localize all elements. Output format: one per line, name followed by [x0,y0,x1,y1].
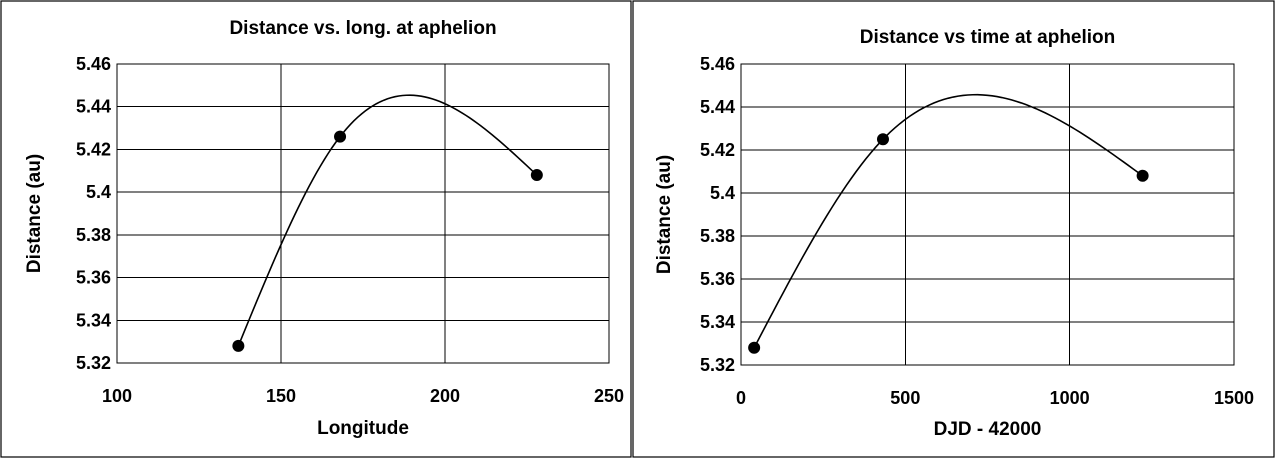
y-tick-label: 5.36 [700,269,735,289]
y-tick-label: 5.36 [76,268,111,288]
x-tick-label: 1500 [1214,388,1254,408]
x-tick-label: 250 [594,386,624,406]
data-point [530,169,543,182]
chart-panel-longitude: 100 150 200 250 5.32 5.34 5.36 5.38 5.4 5.42 5.44… [0,0,632,460]
chart-frame [0,0,632,458]
data-point [748,341,761,354]
plot-area [116,63,610,364]
data-point [876,133,889,146]
x-tick-label: 0 [736,388,746,408]
chart-time: 0 500 1000 1500 5.32 5.34 5.36 5.38 5.4 5.42 5.44… [632,0,1275,458]
chart-frame [632,0,1275,458]
trendline [237,94,538,347]
x-tick-label: 150 [266,386,296,406]
trendline-curve [237,94,538,347]
y-tick-label: 5.34 [700,312,735,332]
x-tick-labels: 0 500 1000 1500 [736,388,1254,408]
trendline-curve [753,93,1144,349]
y-axis-label: Distance (au) [24,154,45,273]
y-tick-labels: 5.32 5.34 5.36 5.38 5.4 5.42 5.44 5.46 [700,54,735,375]
plot-area [740,63,1235,366]
data-point [1136,169,1149,182]
y-tick-labels: 5.32 5.34 5.36 5.38 5.4 5.42 5.44 5.46 [76,54,111,373]
y-tick-label: 5.42 [700,140,735,160]
y-tick-label: 5.4 [86,182,111,202]
x-axis-label: Longitude [317,418,409,439]
x-tick-label: 500 [890,388,920,408]
y-tick-label: 5.44 [700,97,735,117]
x-axis-label: DJD - 42000 [934,419,1042,440]
y-axis-label: Distance (au) [654,155,675,274]
data-point [334,130,347,143]
y-tick-label: 5.46 [76,54,111,74]
y-tick-label: 5.46 [700,54,735,74]
x-tick-label: 100 [102,386,132,406]
data-points [748,133,1149,354]
y-tick-label: 5.4 [710,183,735,203]
x-tick-labels: 100 150 200 250 [102,386,624,406]
y-tick-label: 5.38 [700,226,735,246]
y-tick-label: 5.44 [76,97,111,117]
y-tick-label: 5.32 [76,353,111,373]
y-tick-label: 5.32 [700,355,735,375]
y-tick-label: 5.42 [76,139,111,159]
x-tick-label: 1000 [1050,388,1090,408]
y-tick-label: 5.38 [76,225,111,245]
chart-title: Distance vs time at aphelion [860,27,1116,48]
trendline [753,93,1144,349]
data-points [232,130,543,352]
data-point [232,339,245,352]
y-tick-label: 5.34 [76,310,111,330]
chart-longitude: 100 150 200 250 5.32 5.34 5.36 5.38 5.4 5.42 5.44… [0,0,632,458]
x-tick-label: 200 [430,386,460,406]
chart-title: Distance vs. long. at aphelion [229,18,496,39]
chart-panel-time: 0 500 1000 1500 5.32 5.34 5.36 5.38 5.4 5.42 5.44… [632,0,1276,460]
